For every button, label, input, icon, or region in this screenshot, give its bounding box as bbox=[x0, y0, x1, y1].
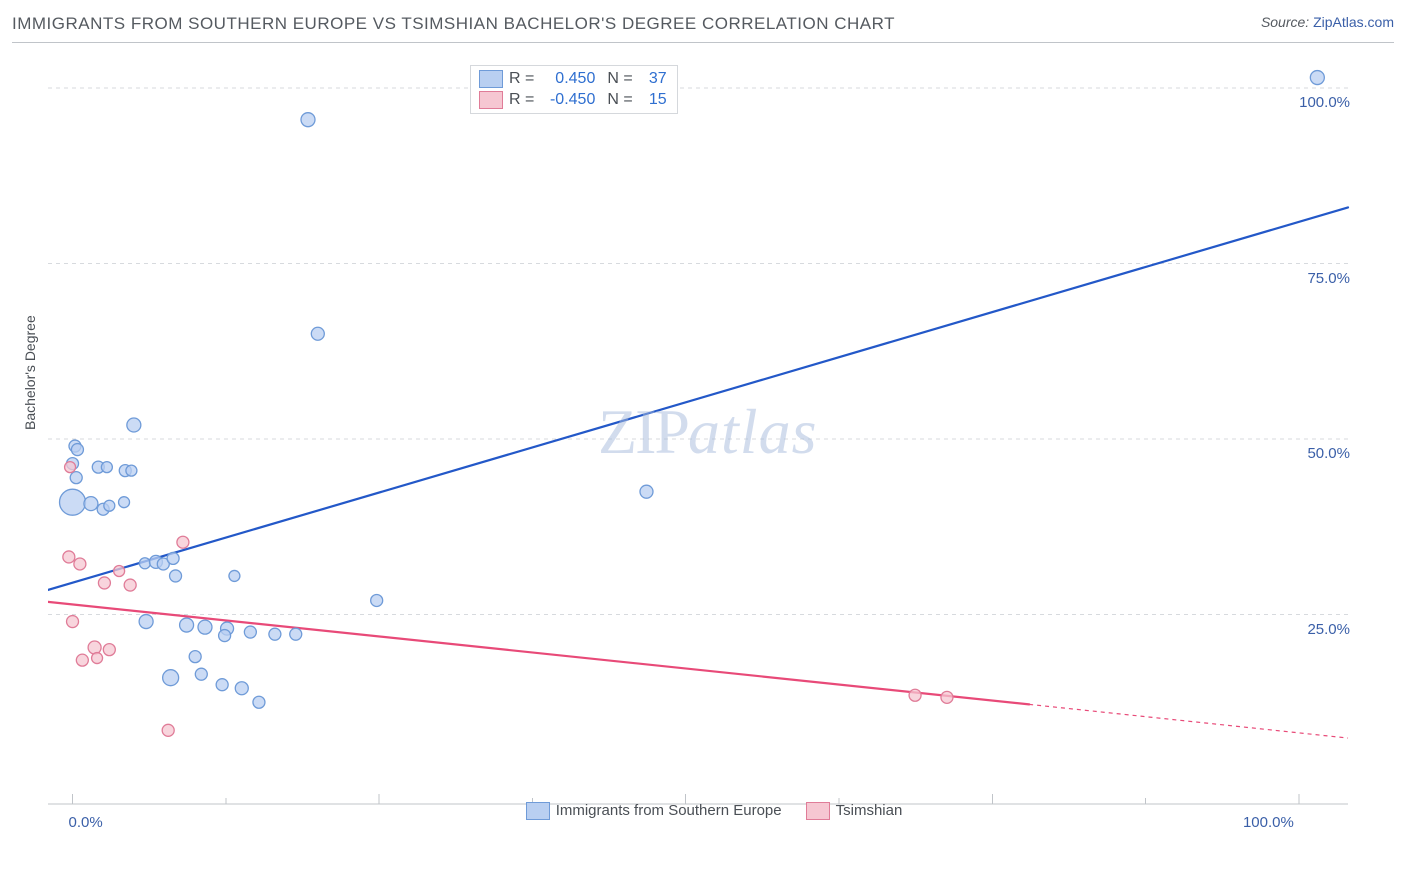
legend-item-2: Tsimshian bbox=[806, 802, 903, 820]
source-label: Source: bbox=[1261, 14, 1309, 30]
title-bar: IMMIGRANTS FROM SOUTHERN EUROPE VS TSIMS… bbox=[12, 14, 1394, 44]
legend-row-series2: R = -0.450 N = 15 bbox=[479, 91, 667, 109]
legend-rlabel-2: R = bbox=[509, 91, 534, 109]
chart-source: Source: ZipAtlas.com bbox=[1261, 14, 1394, 30]
plot-area: ZIPatlas R = 0.450 N = 37 R = -0.450 N =… bbox=[48, 60, 1380, 820]
legend-row-series1: R = 0.450 N = 37 bbox=[479, 70, 667, 88]
legend-rlabel-1: R = bbox=[509, 70, 534, 88]
correlation-legend: R = 0.450 N = 37 R = -0.450 N = 15 bbox=[470, 65, 678, 114]
legend-nlabel-1: N = bbox=[607, 70, 632, 88]
chart-container: IMMIGRANTS FROM SOUTHERN EUROPE VS TSIMS… bbox=[0, 0, 1406, 892]
title-underline bbox=[12, 42, 1394, 43]
series-legend: Immigrants from Southern Europe Tsimshia… bbox=[48, 802, 1380, 820]
legend-bottom-swatch-1 bbox=[526, 802, 550, 820]
legend-bottom-label-1: Immigrants from Southern Europe bbox=[556, 802, 782, 819]
legend-nval-2: 15 bbox=[639, 91, 667, 109]
legend-bottom-label-2: Tsimshian bbox=[836, 802, 903, 819]
legend-item-1: Immigrants from Southern Europe bbox=[526, 802, 782, 820]
source-value: ZipAtlas.com bbox=[1313, 14, 1394, 30]
y-tick-label: 75.0% bbox=[1290, 270, 1350, 287]
legend-bottom-swatch-2 bbox=[806, 802, 830, 820]
y-tick-label: 25.0% bbox=[1290, 621, 1350, 638]
legend-rval-1: 0.450 bbox=[540, 70, 595, 88]
legend-swatch-1 bbox=[479, 70, 503, 88]
y-tick-label: 100.0% bbox=[1290, 94, 1350, 111]
x-tick-label: 0.0% bbox=[69, 814, 103, 831]
y-axis-label: Bachelor's Degree bbox=[22, 315, 38, 430]
legend-nval-1: 37 bbox=[639, 70, 667, 88]
legend-swatch-2 bbox=[479, 91, 503, 109]
y-tick-label: 50.0% bbox=[1290, 445, 1350, 462]
x-tick-label: 100.0% bbox=[1243, 814, 1294, 831]
chart-title: IMMIGRANTS FROM SOUTHERN EUROPE VS TSIMS… bbox=[12, 14, 895, 33]
legend-rval-2: -0.450 bbox=[540, 91, 595, 109]
scatter-svg bbox=[48, 60, 1380, 820]
legend-nlabel-2: N = bbox=[607, 91, 632, 109]
